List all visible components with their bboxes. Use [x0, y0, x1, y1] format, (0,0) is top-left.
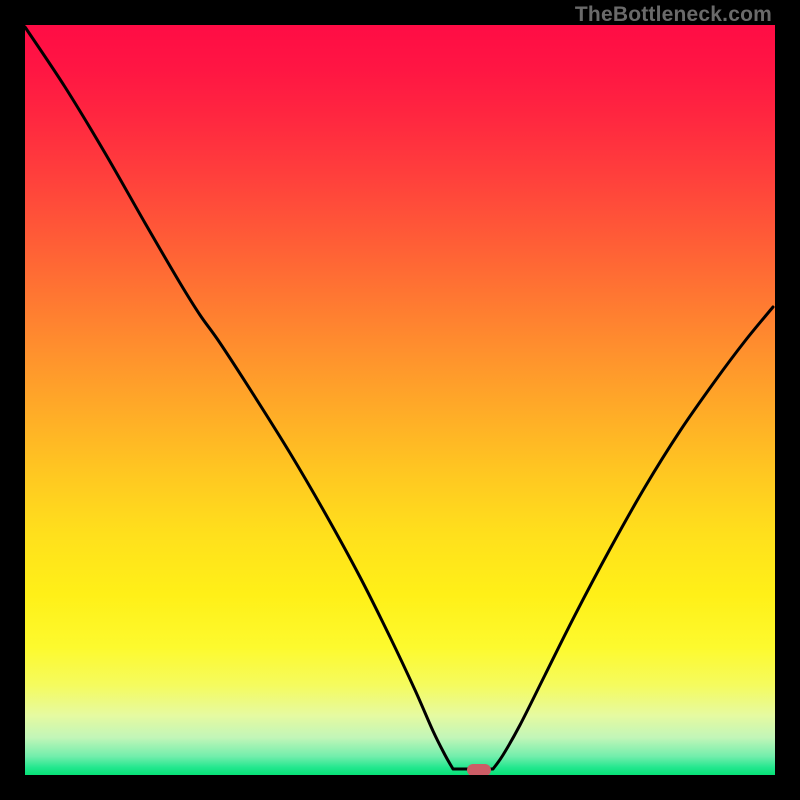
chart-frame: TheBottleneck.com — [0, 0, 800, 800]
plot-area — [25, 25, 775, 775]
optimum-marker — [467, 764, 491, 775]
attribution-label: TheBottleneck.com — [575, 3, 772, 27]
bottleneck-curve — [25, 27, 773, 769]
bottleneck-curve-layer — [25, 25, 775, 775]
